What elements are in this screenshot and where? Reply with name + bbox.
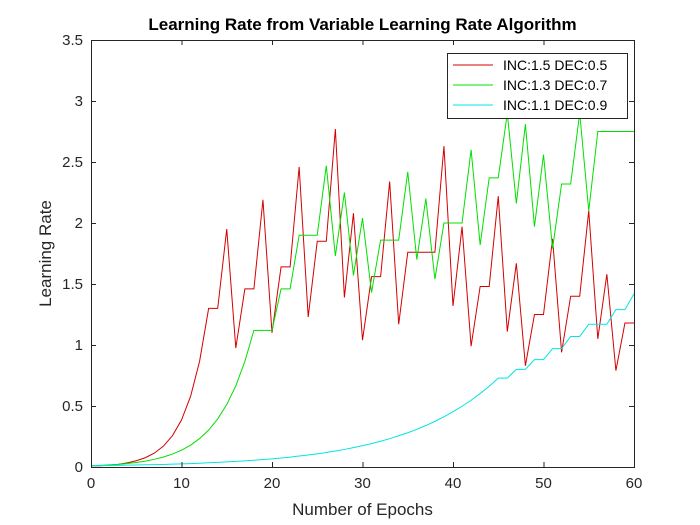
legend-label: INC:1.3 DEC:0.7 — [503, 77, 607, 93]
series-line — [90, 113, 634, 467]
y-axis-label: Learning Rate — [36, 200, 55, 307]
y-axis: 0 0.5 1 1.5 2 2.5 3 3.5 — [62, 32, 634, 476]
y-tick-label: 3 — [75, 93, 83, 110]
x-tick-label: 10 — [173, 475, 190, 492]
y-tick-label: 2.5 — [62, 154, 83, 171]
legend-item: INC:1.1 DEC:0.9 — [453, 97, 607, 113]
x-tick-label: 40 — [445, 475, 462, 492]
legend-label: INC:1.5 DEC:0.5 — [503, 57, 607, 73]
chart-title: Learning Rate from Variable Learning Rat… — [148, 15, 576, 34]
y-tick-label: 1.5 — [62, 276, 83, 293]
legend-item: INC:1.5 DEC:0.5 — [453, 57, 607, 73]
legend: INC:1.5 DEC:0.5 INC:1.3 DEC:0.7 INC:1.1 DE… — [447, 53, 628, 119]
x-axis: 0 10 20 30 40 50 60 — [87, 40, 643, 492]
series-1 — [91, 129, 634, 467]
legend-label: INC:1.1 DEC:0.9 — [503, 97, 607, 113]
x-tick-label: 60 — [626, 475, 643, 492]
y-tick-label: 0 — [75, 459, 83, 476]
x-tick-label: 0 — [87, 475, 95, 492]
y-tick-label: 0.5 — [62, 398, 83, 415]
legend-item: INC:1.3 DEC:0.7 — [453, 77, 607, 93]
x-tick-label: 20 — [264, 475, 281, 492]
y-tick-label: 1 — [75, 337, 83, 354]
series-line — [91, 129, 634, 467]
x-axis-label: Number of Epochs — [292, 500, 433, 519]
y-tick-label: 3.5 — [62, 32, 83, 49]
x-tick-label: 30 — [354, 475, 371, 492]
series-2 — [90, 113, 634, 467]
y-tick-label: 2 — [75, 215, 83, 232]
legend-box — [447, 53, 628, 119]
x-tick-label: 50 — [535, 475, 552, 492]
